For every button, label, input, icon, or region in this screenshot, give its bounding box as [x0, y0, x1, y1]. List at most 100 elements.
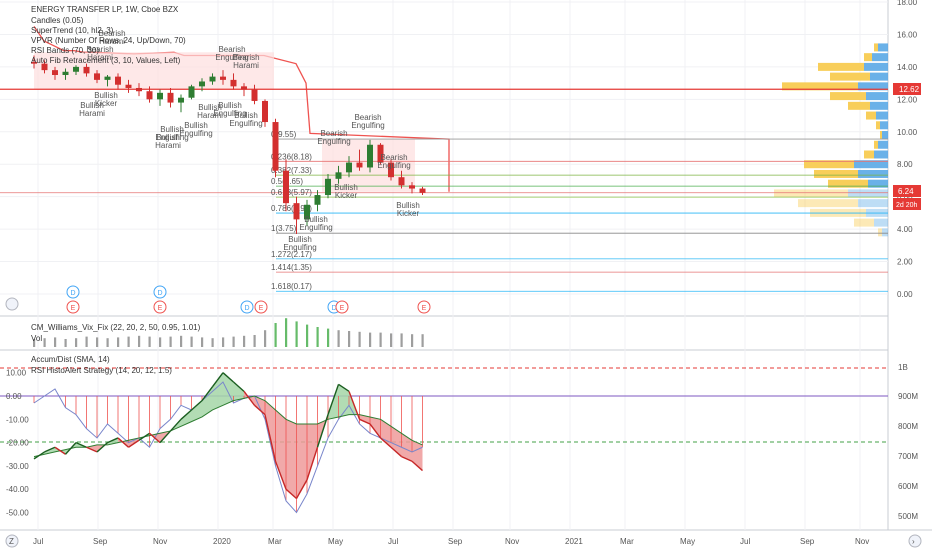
candle-body [199, 81, 205, 87]
indicator-legend-0[interactable]: Candles (0.05) [31, 16, 84, 25]
osc-tick-label: 0.00 [6, 392, 22, 401]
vix-bar [148, 336, 151, 347]
vix-bar [117, 337, 120, 347]
vix-bar [64, 339, 67, 347]
vix-bar [295, 321, 298, 347]
accum-dist-line [380, 437, 392, 448]
bearish-pattern-label: Bearish [218, 45, 245, 54]
bullish-pattern-label: Kicker [397, 209, 420, 218]
candle-body [167, 92, 174, 103]
vp-bar-down [774, 189, 848, 198]
candle-body [136, 87, 142, 92]
dividend-marker [240, 300, 254, 314]
event-marker-label: E [259, 305, 264, 312]
event-marker-label: D [70, 290, 75, 297]
indicator-legend-4[interactable]: Auto Fib Retracement (3, 10, Values, Lef… [31, 56, 181, 65]
candle-body [146, 91, 153, 100]
vp-bar-down [854, 218, 874, 227]
accum-dist-line [64, 442, 77, 455]
vp-bar-down [864, 150, 874, 159]
fib-level-label: 1(3.75) [271, 224, 297, 233]
vix-legend[interactable]: CM_Williams_Vix_Fix (22, 20, 2, 50, 0.95… [31, 323, 201, 332]
bearish-pattern-label: Bearish [354, 113, 381, 122]
accum-dist-legend[interactable]: Accum/Dist (SMA, 14) [31, 355, 110, 364]
osc-tick-label: 10.00 [6, 369, 27, 378]
vp-bar-down [876, 121, 880, 130]
bullish-pattern-label: Harami [79, 109, 105, 118]
fib-level-label: 0.618(5.97) [271, 188, 312, 197]
vix-bar [169, 336, 172, 347]
indicator-legend-3[interactable]: RSI Bands (70, 30) [31, 46, 99, 55]
accum-dist-line [233, 381, 245, 392]
fib-level-label: 1.618(0.17) [271, 282, 312, 291]
vp-bar-down [864, 53, 872, 62]
accum-dist-line [243, 390, 256, 406]
vp-bar-up [882, 228, 888, 237]
bullish-pattern-label: Bullish [160, 125, 184, 134]
candle-body [262, 100, 268, 123]
vp-bar-up [870, 72, 888, 81]
indicator-legend-1[interactable]: SuperTrend (10, hl2, 3) [31, 26, 114, 35]
candle-body [52, 70, 58, 75]
vix-bar [421, 334, 424, 347]
accum-dist-line [33, 451, 45, 460]
vix-bar [264, 330, 267, 347]
vix-bar [390, 333, 393, 347]
axes: 18.00 16.00 14.00 12.00 10.00 8.00 6.00 4.00 2.0… [6, 0, 918, 546]
vix-bar [316, 327, 319, 347]
vp-bar-up [876, 111, 888, 120]
accum-dist-fill [296, 423, 307, 499]
fib-level-label: 0.786(4.99) [271, 204, 312, 213]
volume-tick-label: 900M [898, 392, 918, 401]
vp-bar-down [830, 72, 870, 81]
accum-dist-line [159, 430, 172, 444]
bullish-pattern-label: Bullish [334, 183, 358, 192]
bullish-pattern-label: Engulfing [229, 119, 262, 128]
countdown-label: 2d 20h [896, 202, 918, 209]
vp-bar-down [828, 179, 868, 188]
candle-body [409, 185, 415, 189]
accum-dist-line [274, 460, 287, 490]
accum-dist-line [264, 414, 277, 462]
accum-dist-line [86, 446, 98, 453]
vp-bar-up [868, 179, 888, 188]
vp-bar-up [858, 169, 888, 178]
bullish-pattern-label: Bullish [94, 91, 118, 100]
candle-body [157, 92, 163, 100]
event-marker-label: E [340, 305, 345, 312]
vix-bar [285, 318, 288, 347]
earnings-marker [153, 300, 167, 314]
price-tick-label: 0.00 [897, 290, 913, 299]
bullish-pattern-label: Bullish [80, 101, 104, 110]
volume-tick-label: 500M [898, 512, 918, 521]
bearish-pattern-label: Engulfing [317, 137, 350, 146]
bullish-pattern-label: Engulfing [155, 133, 188, 142]
rsi-histoalert-legend[interactable]: RSI HistoAlert Strategy (14, 20, 12, 1.5… [31, 366, 172, 375]
bullish-pattern-label: Bullish [234, 111, 258, 120]
vp-bar-down [804, 160, 854, 169]
candle-body [367, 144, 373, 168]
vix-bar [358, 331, 361, 347]
vp-bar-down [874, 140, 878, 149]
last-price-label: 6.24 [898, 187, 914, 196]
vp-bar-up [866, 92, 888, 101]
accum-dist-fill [181, 409, 192, 427]
price-tick-label: 16.00 [897, 30, 918, 39]
candle-body [178, 97, 184, 103]
scroll-right-button[interactable] [908, 534, 922, 548]
vp-bar-down [866, 111, 876, 120]
candle-body [272, 122, 279, 171]
zoom-button[interactable] [5, 534, 19, 548]
accum-dist-line [96, 442, 108, 453]
vp-bar-up [848, 189, 888, 198]
candle-body [125, 84, 132, 88]
accum-dist-line [411, 460, 423, 472]
bullish-pattern-label: Bullish [304, 215, 328, 224]
indicator-legend-2[interactable]: VPVR (Number Of Rows, 24, Up/Down, 70) [31, 36, 186, 45]
candle-body [94, 73, 100, 80]
settings-button[interactable] [5, 297, 19, 311]
vol-legend[interactable]: Vol [31, 334, 42, 343]
accum-dist-line [169, 418, 182, 432]
